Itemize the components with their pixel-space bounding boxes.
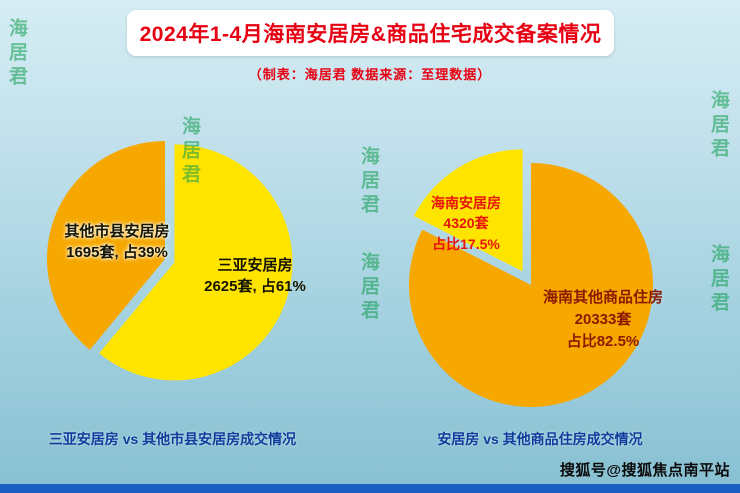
label-line: 4320套: [443, 215, 489, 232]
pie-slice-三亚安居房: [99, 144, 293, 381]
label-line: 占比82.5%: [566, 332, 640, 350]
label-line: 其他市县安居房: [64, 223, 170, 240]
page-subtitle: （制表：海居君 数据来源：至理数据）: [248, 67, 492, 82]
label-line: 海南其他商品住房: [542, 289, 663, 306]
label-line: 1695套, 占39%: [66, 243, 168, 261]
pie-chart-anju-vs-commodity: [409, 149, 654, 408]
label-line: 三亚安居房: [217, 257, 293, 274]
title-card: 2024年1-4月海南安居房&商品住宅成交备案情况: [127, 10, 614, 56]
page-title: 2024年1-4月海南安居房&商品住宅成交备案情况: [139, 23, 602, 46]
pie-slice-海南安居房: [413, 149, 523, 272]
watermark-stamp: 海居君: [358, 252, 379, 324]
watermark-stamp: 海居君: [708, 244, 729, 316]
label-line: 海南安居房: [431, 195, 501, 211]
label-line: 2625套, 占61%: [204, 277, 306, 295]
watermark-stamp: 海居君: [358, 146, 379, 218]
pie-slice-其他市县安居房: [46, 141, 166, 350]
chart-caption-left: 三亚安居房 vs 其他市县安居房成交情况: [48, 431, 297, 447]
slice-label-sanya-anju: 三亚安居房 2625套, 占61%: [180, 256, 330, 297]
sohu-credit: 搜狐号@搜狐焦点南平站: [559, 462, 730, 479]
bottom-blue-bar: [0, 484, 740, 493]
chart-caption-right: 安居房 vs 其他商品住房成交情况: [437, 431, 643, 447]
watermark-stamp: 海居君: [708, 90, 729, 162]
watermark-stamp: 海居君: [179, 116, 200, 188]
label-line: 占比17.5%: [432, 235, 500, 252]
slice-label-other-cities-anju: 其他市县安居房 1695套, 占39%: [28, 222, 206, 263]
watermark-stamp: 海居君: [6, 18, 27, 90]
pie-chart-anju-sanya-vs-other: [46, 141, 293, 381]
slice-label-hainan-commodity: 海南其他商品住房 20333套 占比82.5%: [518, 287, 688, 352]
label-line: 20333套: [574, 310, 632, 328]
slice-label-hainan-anju: 海南安居房 4320套 占比17.5%: [402, 193, 530, 254]
pie-slice-海南其他商品住房: [409, 163, 654, 408]
